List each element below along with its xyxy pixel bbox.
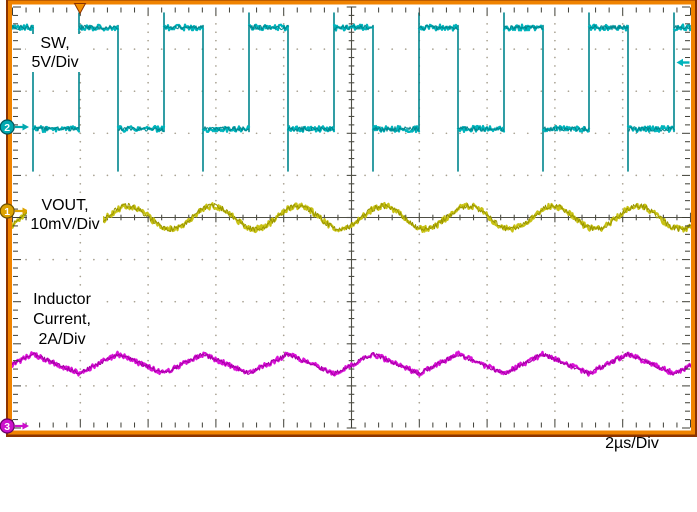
- channel-3-arrow: [22, 422, 29, 430]
- waveform-traces: [11, 12, 692, 377]
- channel-1-marker: 1: [0, 203, 29, 219]
- channel-2-arrow: [22, 123, 29, 131]
- channel-1-arrow: [22, 207, 29, 215]
- sw-channel-label: SW, 5V/Div: [26, 34, 84, 72]
- inductor-label-line1: Inductor: [33, 291, 91, 308]
- sw-label-line1: SW,: [40, 35, 70, 52]
- inductor-label-line3: 2A/Div: [38, 331, 86, 348]
- inductor-current-label: Inductor Current, 2A/Div: [22, 290, 102, 350]
- trigger-position-marker: [73, 3, 87, 15]
- graticule: [25, 14, 678, 421]
- scope-markers: 2 1 3: [0, 3, 690, 434]
- channel-2-marker: 2: [0, 119, 29, 135]
- vout-label-line1: VOUT,: [41, 197, 89, 214]
- sw-label-line2: 5V/Div: [31, 54, 79, 71]
- inductor-current-trace-core: [11, 351, 692, 376]
- channel-2-number: 2: [4, 122, 10, 134]
- sw-trace-edges: [32, 12, 675, 172]
- channel-1-number: 1: [4, 206, 10, 218]
- inductor-label-line2: Current,: [33, 311, 91, 328]
- sw-trace: [11, 23, 692, 134]
- channel-3-number: 3: [4, 421, 10, 433]
- vout-channel-label: VOUT, 10mV/Div: [27, 196, 103, 234]
- channel-3-marker: 3: [0, 418, 29, 434]
- timebase-label: 2µs/Div: [594, 434, 670, 453]
- trigger-level-arrowhead: [676, 58, 683, 67]
- sw-trace-core: [11, 24, 692, 132]
- vout-trace: [11, 202, 692, 234]
- timebase-value: 2µs/Div: [605, 435, 659, 452]
- vout-label-line2: 10mV/Div: [30, 216, 100, 233]
- border-ticks: [12, 6, 691, 429]
- vout-trace-core: [11, 202, 692, 232]
